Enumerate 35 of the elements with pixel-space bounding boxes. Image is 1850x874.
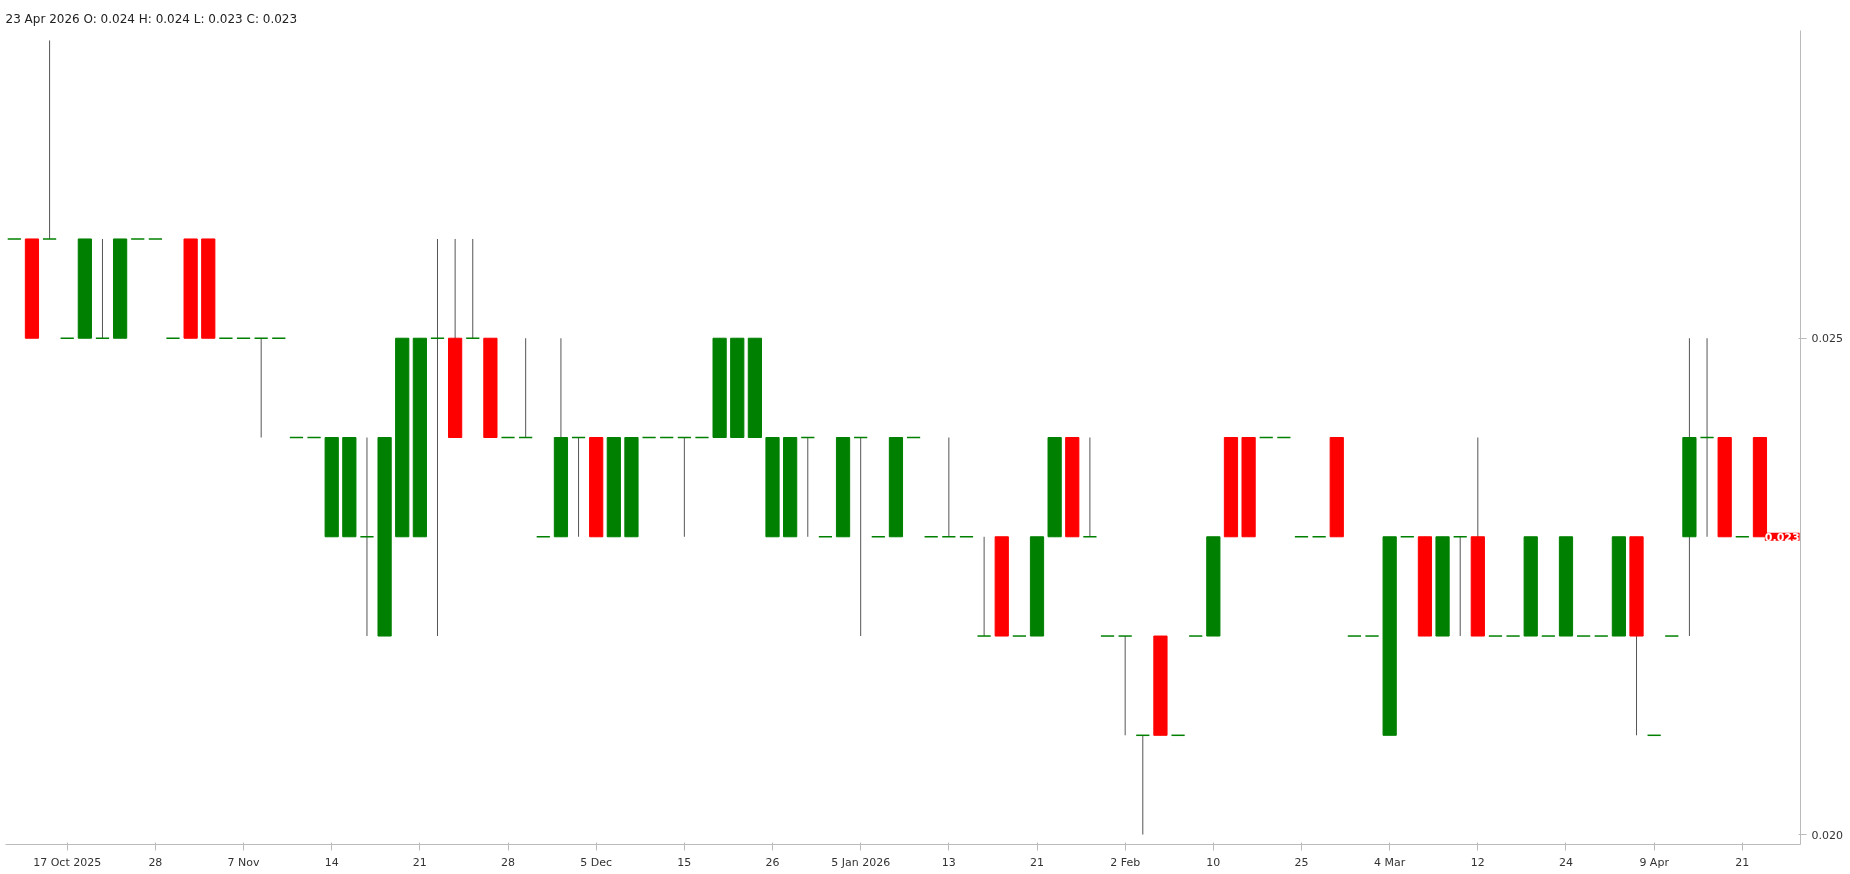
annotation: 0.023 xyxy=(1764,530,1800,544)
candlestick xyxy=(42,39,57,240)
candlestick xyxy=(941,437,957,538)
candlestick xyxy=(1452,536,1468,637)
y-tick-label: 0.020 xyxy=(1811,828,1843,842)
x-tick-label: 12 xyxy=(1470,855,1485,869)
x-tick-label: 21 xyxy=(1030,855,1045,869)
x-tick-label: 26 xyxy=(765,855,780,869)
candlestick xyxy=(976,536,992,637)
text: 23 Apr 2026 O: 0.024 H: 0.024 L: 0.023 C: 0.023 xyxy=(5,11,298,26)
candlestick xyxy=(95,238,110,339)
x-tick-label: 13 xyxy=(941,855,956,869)
x-tick-label: 4 Mar xyxy=(1374,855,1406,869)
y-tick-label: 0.025 xyxy=(1811,332,1843,346)
x-tick-label: 17 Oct 2025 xyxy=(33,855,102,869)
x-tick-label: 14 xyxy=(324,855,339,869)
candlestick xyxy=(430,238,445,637)
x-tick-label: 28 xyxy=(501,855,516,869)
x-tick-label: 21 xyxy=(412,855,427,869)
x-tick-label: 21 xyxy=(1735,855,1750,869)
x-tick-label: 24 xyxy=(1558,855,1573,869)
x-tick-label: 28 xyxy=(148,855,163,869)
candlestick xyxy=(359,437,375,637)
x-tick-label: 9 Apr xyxy=(1639,855,1670,869)
candlestick xyxy=(253,337,269,438)
candlestick xyxy=(465,238,481,339)
x-tick-label: 7 Nov xyxy=(227,855,261,869)
x-tick-label: 2 Feb xyxy=(1110,855,1141,869)
candlestick xyxy=(1117,635,1133,736)
x-tick-label: 5 Jan 2026 xyxy=(831,855,891,869)
x-tick-label: 10 xyxy=(1206,855,1221,869)
x-tick-label: 25 xyxy=(1294,855,1309,869)
candlestick xyxy=(1082,437,1098,538)
x-tick-label: 5 Dec xyxy=(580,855,613,869)
x-tick-label: 15 xyxy=(677,855,692,869)
